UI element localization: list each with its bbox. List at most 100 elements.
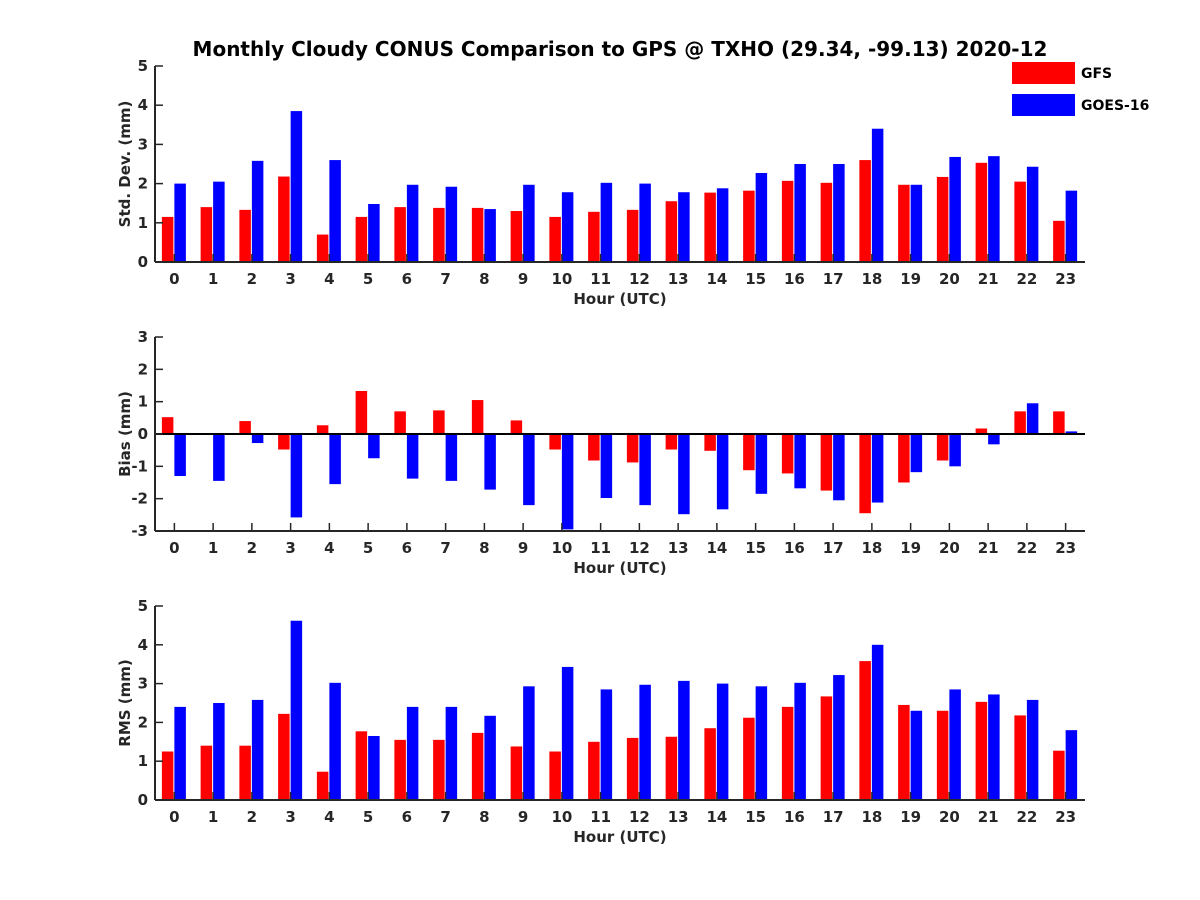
bar-goes-16-hour-12 (639, 183, 651, 262)
x-tick-label: 11 (590, 539, 611, 557)
bar-goes-16-hour-23 (1065, 190, 1078, 262)
bar-goes-16-hour-11 (600, 689, 613, 800)
x-tick-label: 15 (745, 270, 766, 288)
x-tick-label: 4 (324, 539, 334, 557)
y-axis-label: Std. Dev. (mm) (116, 101, 134, 228)
bar-gfs-hour-22 (1014, 181, 1026, 262)
bar-gfs-hour-6 (394, 739, 406, 800)
bar-gfs-hour-3 (278, 713, 290, 800)
bar-goes-16-hour-23 (1065, 431, 1078, 434)
bar-gfs-hour-17 (820, 182, 833, 262)
x-tick-label: 1 (208, 539, 218, 557)
bar-gfs-hour-14 (704, 192, 716, 262)
bar-goes-16-hour-18 (871, 434, 884, 503)
bar-goes-16-hour-3 (290, 434, 303, 518)
bar-goes-16-hour-12 (639, 434, 651, 506)
x-tick-label: 16 (784, 270, 805, 288)
bar-goes-16-hour-1 (213, 181, 225, 262)
x-tick-label: 0 (169, 539, 179, 557)
bar-gfs-hour-7 (433, 207, 445, 262)
bar-goes-16-hour-16 (794, 434, 806, 489)
x-tick-label: 18 (861, 539, 882, 557)
x-tick-label: 3 (285, 270, 295, 288)
bar-gfs-hour-15 (743, 190, 755, 262)
y-tick-label: 1 (138, 214, 148, 232)
x-tick-label: 22 (1016, 539, 1037, 557)
bar-gfs-hour-21 (975, 428, 988, 434)
bar-goes-16-hour-9 (523, 434, 535, 506)
bar-goes-16-hour-5 (368, 735, 380, 800)
bar-goes-16-hour-2 (251, 699, 264, 800)
x-tick-label: 4 (324, 270, 334, 288)
x-tick-label: 9 (518, 270, 528, 288)
y-tick-label: 5 (138, 597, 148, 615)
bar-gfs-hour-3 (278, 176, 290, 262)
bar-goes-16-hour-9 (523, 686, 535, 800)
x-tick-label: 2 (247, 270, 257, 288)
bar-gfs-hour-21 (975, 162, 988, 262)
x-tick-label: 2 (247, 539, 257, 557)
y-tick-label: 1 (138, 393, 148, 411)
bar-gfs-hour-1 (200, 745, 213, 800)
bar-goes-16-hour-20 (949, 689, 961, 800)
bar-goes-16-hour-1 (213, 703, 225, 800)
x-tick-label: 20 (939, 808, 960, 826)
y-tick-label: 2 (138, 175, 148, 193)
bar-gfs-hour-10 (549, 434, 561, 450)
x-tick-label: 11 (590, 808, 611, 826)
bar-gfs-hour-0 (161, 417, 174, 434)
bar-goes-16-hour-6 (406, 706, 419, 800)
x-tick-label: 8 (479, 539, 489, 557)
bar-goes-16-hour-22 (1026, 699, 1039, 800)
y-tick-label: 3 (138, 135, 148, 153)
x-tick-label: 14 (706, 539, 727, 557)
bar-goes-16-hour-4 (329, 160, 341, 262)
y-tick-label: 0 (138, 425, 148, 443)
bar-gfs-hour-22 (1014, 411, 1026, 434)
x-tick-label: 14 (706, 808, 727, 826)
legend: GFS GOES-16 (1012, 62, 1149, 116)
legend-label-goes-16: GOES-16 (1081, 98, 1149, 114)
bar-goes-16-hour-16 (794, 164, 806, 262)
bar-gfs-hour-17 (820, 434, 833, 491)
bar-gfs-hour-14 (704, 434, 716, 451)
y-tick-label: -3 (131, 522, 148, 540)
bar-goes-16-hour-19 (910, 184, 923, 262)
x-tick-label: 5 (363, 808, 373, 826)
x-tick-label: 0 (169, 270, 179, 288)
x-tick-label: 5 (363, 270, 373, 288)
bar-gfs-hour-23 (1053, 411, 1065, 434)
bar-gfs-hour-18 (859, 661, 871, 800)
y-tick-label: 3 (138, 675, 148, 693)
x-tick-label: 11 (590, 270, 611, 288)
y-tick-label: 3 (138, 328, 148, 346)
bar-goes-16-hour-0 (174, 706, 186, 800)
bar-goes-16-hour-3 (290, 111, 303, 262)
bar-goes-16-hour-14 (716, 434, 729, 510)
x-tick-label: 20 (939, 539, 960, 557)
bar-gfs-hour-22 (1014, 715, 1026, 800)
x-tick-label: 6 (402, 539, 412, 557)
x-tick-label: 2 (247, 808, 257, 826)
bar-gfs-hour-9 (510, 420, 523, 434)
bar-gfs-hour-0 (161, 751, 174, 800)
y-tick-label: 0 (138, 791, 148, 809)
bar-gfs-hour-10 (549, 751, 561, 800)
bar-goes-16-hour-19 (910, 434, 923, 473)
bar-gfs-hour-0 (161, 216, 174, 262)
bar-goes-16-hour-23 (1065, 730, 1078, 800)
bar-gfs-hour-15 (743, 717, 755, 800)
bar-goes-16-hour-21 (988, 434, 1000, 445)
bar-goes-16-hour-15 (755, 173, 768, 262)
bar-goes-16-hour-15 (755, 686, 768, 800)
x-tick-label: 21 (978, 808, 999, 826)
x-tick-label: 8 (479, 270, 489, 288)
legend-label-gfs: GFS (1081, 66, 1112, 82)
bar-gfs-hour-5 (355, 216, 368, 262)
x-tick-label: 14 (706, 270, 727, 288)
